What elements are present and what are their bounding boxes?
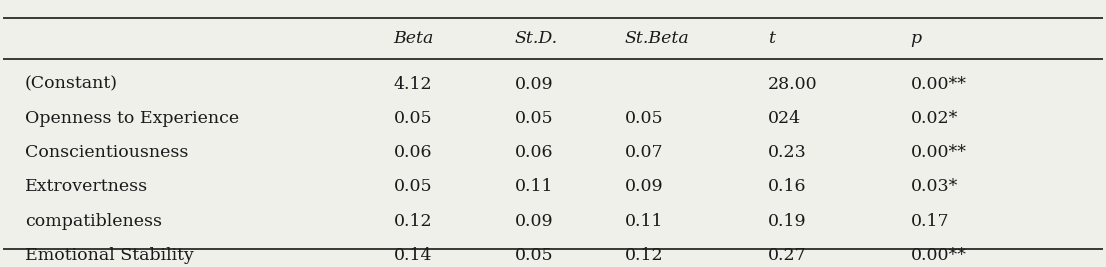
Text: 0.06: 0.06 [394,144,432,161]
Text: 0.09: 0.09 [625,178,664,195]
Text: 0.00**: 0.00** [910,76,967,93]
Text: Openness to Experience: Openness to Experience [24,110,239,127]
Text: 0.27: 0.27 [768,247,806,264]
Text: 0.12: 0.12 [625,247,664,264]
Text: 0.17: 0.17 [910,213,949,230]
Text: 0.05: 0.05 [514,247,553,264]
Text: 0.03*: 0.03* [910,178,958,195]
Text: Emotional Stability: Emotional Stability [24,247,194,264]
Text: p: p [910,30,921,47]
Text: 0.00**: 0.00** [910,144,967,161]
Text: 0.05: 0.05 [514,110,553,127]
Text: 0.14: 0.14 [394,247,432,264]
Text: 0.05: 0.05 [625,110,664,127]
Text: Beta: Beta [394,30,434,47]
Text: 0.23: 0.23 [768,144,806,161]
Text: Conscientiousness: Conscientiousness [24,144,188,161]
Text: 28.00: 28.00 [768,76,817,93]
Text: St.Beta: St.Beta [625,30,689,47]
Text: 0.11: 0.11 [625,213,662,230]
Text: compatibleness: compatibleness [24,213,161,230]
Text: Extrovertness: Extrovertness [24,178,148,195]
Text: 0.12: 0.12 [394,213,432,230]
Text: 0.02*: 0.02* [910,110,958,127]
Text: 4.12: 4.12 [394,76,432,93]
Text: 0.09: 0.09 [514,213,553,230]
Text: 0.09: 0.09 [514,76,553,93]
Text: 0.19: 0.19 [768,213,806,230]
Text: 0.00**: 0.00** [910,247,967,264]
Text: 0.05: 0.05 [394,110,432,127]
Text: 024: 024 [768,110,801,127]
Text: t: t [768,30,774,47]
Text: 0.11: 0.11 [514,178,553,195]
Text: 0.16: 0.16 [768,178,806,195]
Text: 0.06: 0.06 [514,144,553,161]
Text: 0.05: 0.05 [394,178,432,195]
Text: St.D.: St.D. [514,30,557,47]
Text: 0.07: 0.07 [625,144,664,161]
Text: (Constant): (Constant) [24,76,117,93]
